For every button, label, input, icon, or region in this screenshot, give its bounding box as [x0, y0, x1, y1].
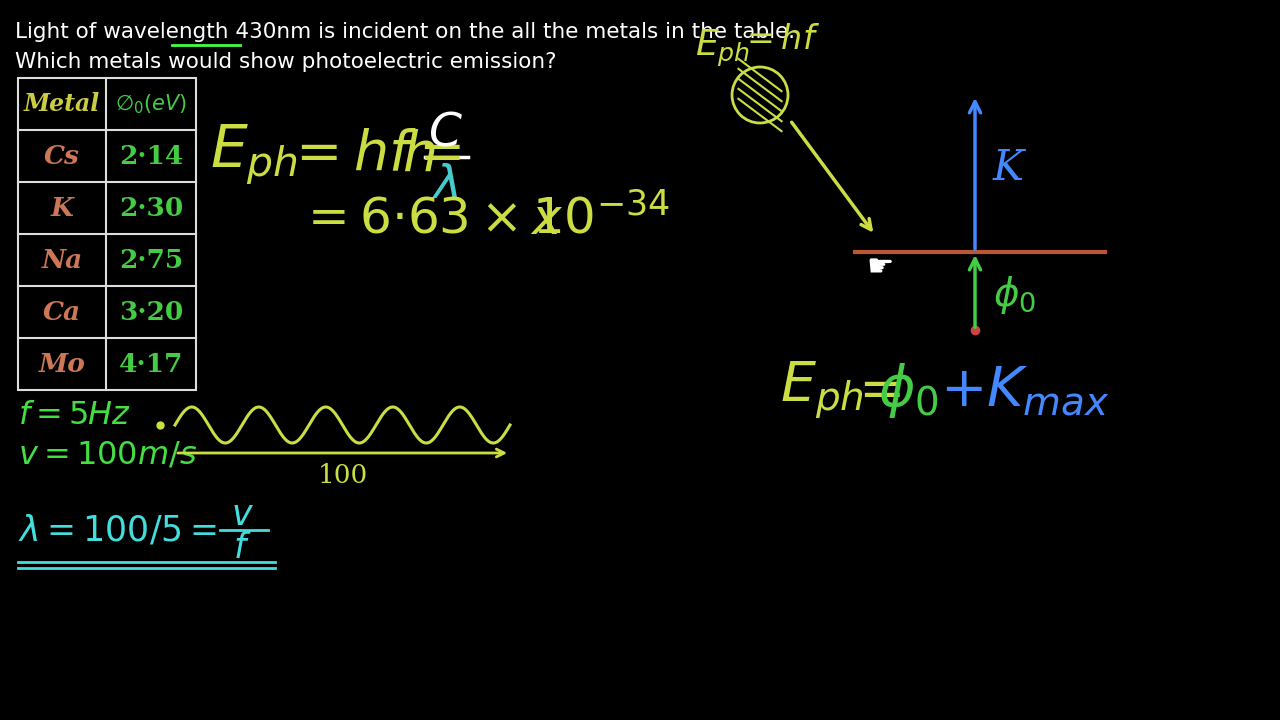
Text: Light of wavelength 430nm is incident on the all the metals in the table.: Light of wavelength 430nm is incident on… [15, 22, 795, 42]
Text: $v$: $v$ [230, 498, 253, 532]
Text: $\lambda=100/5=$: $\lambda=100/5=$ [18, 513, 218, 547]
Text: ☛: ☛ [867, 253, 893, 282]
Text: K: K [993, 147, 1024, 189]
Text: $\phi_0$: $\phi_0$ [878, 361, 938, 420]
Text: $C$: $C$ [428, 110, 462, 156]
Text: 3·20: 3·20 [119, 300, 183, 325]
Text: K: K [51, 196, 73, 220]
Text: Na: Na [41, 248, 83, 272]
Text: Ca: Ca [44, 300, 81, 325]
Text: $= 6{\cdot}63\times10^{-34}$: $= 6{\cdot}63\times10^{-34}$ [298, 195, 671, 245]
Text: 2·14: 2·14 [119, 143, 183, 168]
Text: $h$: $h$ [402, 127, 435, 182]
Text: $=$: $=$ [849, 363, 901, 418]
Text: 100: 100 [317, 462, 367, 487]
Text: $\emptyset_0(eV)$: $\emptyset_0(eV)$ [115, 92, 187, 116]
Text: 2·75: 2·75 [119, 248, 183, 272]
Text: $f$: $f$ [233, 531, 251, 565]
Text: $= hf=$: $= hf=$ [285, 127, 461, 182]
Text: $=hf$: $=hf$ [740, 24, 820, 56]
Text: $x$: $x$ [530, 195, 563, 245]
Text: Cs: Cs [44, 143, 79, 168]
Text: $+ K_{max}$: $+ K_{max}$ [940, 363, 1110, 418]
Text: $E_{ph}$: $E_{ph}$ [210, 123, 298, 187]
Text: $\lambda$: $\lambda$ [431, 163, 458, 207]
Bar [18, 78, 196, 390]
Text: $E_{ph}$: $E_{ph}$ [780, 359, 864, 420]
Text: Mo: Mo [38, 351, 86, 377]
Text: 4·17: 4·17 [119, 351, 183, 377]
Text: $f=5Hz$: $f=5Hz$ [18, 400, 131, 431]
Text: $\phi_0$: $\phi_0$ [993, 274, 1036, 316]
Text: 2·30: 2·30 [119, 196, 183, 220]
Text: $v=100m/s$: $v=100m/s$ [18, 439, 197, 470]
Text: Which metals would show photoelectric emission?: Which metals would show photoelectric em… [15, 52, 557, 72]
Text: Metal: Metal [24, 92, 100, 116]
Text: $E_{ph}$: $E_{ph}$ [695, 27, 750, 68]
